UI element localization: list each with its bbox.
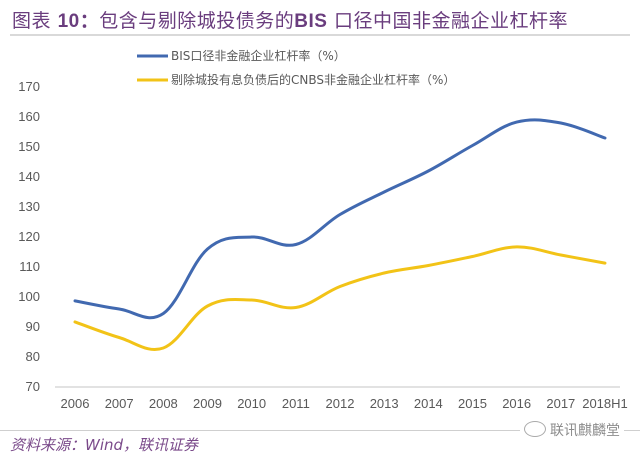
x-tick-label: 2015 [458,396,487,411]
y-tick-label: 90 [26,319,40,334]
x-tick-label: 2018H1 [582,396,628,411]
series-line-0 [73,118,607,320]
y-tick-label: 120 [18,229,40,244]
x-tick-label: 2013 [370,396,399,411]
x-tick-label: 2012 [326,396,355,411]
chart-title: 图表 10：包含与剔除城投债务的BIS 口径中国非金融企业杠杆率 [12,6,568,33]
series-group [73,118,607,351]
source-label: 资料来源： [10,436,86,454]
title-divider [10,34,630,36]
y-tick-label: 70 [26,379,40,394]
source-wind: Wind [85,436,124,454]
title-text-before: 包含与剔除城投债务的 [99,10,295,32]
y-tick-label: 160 [18,109,40,124]
source-divider [0,430,640,431]
watermark-text: 联讯麒麟堂 [550,423,620,439]
x-tick-label: 2006 [61,396,90,411]
series-line-1 [73,245,607,351]
wechat-icon [524,421,546,437]
title-number: 10： [57,11,100,32]
x-tick-label: 2014 [414,396,443,411]
y-axis: 70 80 90 100 110 120 130 140 150 160 170 [18,79,40,394]
x-tick-label: 2009 [193,396,222,411]
source-note: 资料来源：Wind，联讯证券 [10,434,198,455]
title-prefix: 图表 [12,10,52,32]
x-tick-label: 2007 [105,396,134,411]
legend-label: BIS口径非金融企业杠杆率（%） [171,48,346,63]
y-tick-label: 100 [18,289,40,304]
x-tick-label: 2011 [282,396,310,411]
legend-label: 剔除城投有息负债后的CNBS非金融企业杠杆率（%） [171,72,455,87]
x-tick-label: 2010 [237,396,266,411]
y-tick-label: 170 [18,79,40,94]
x-axis: 2006 2007 2008 2009 2010 2011 2012 2013 2014 2015… [61,396,628,411]
x-tick-label: 2008 [149,396,178,411]
title-abbr: BIS [294,11,328,32]
y-tick-label: 130 [18,199,40,214]
x-tick-label: 2016 [502,396,531,411]
y-tick-label: 140 [18,169,40,184]
source-rest: ，联讯证券 [123,436,199,454]
y-tick-label: 150 [18,139,40,154]
legend: BIS口径非金融企业杠杆率（%） 剔除城投有息负债后的CNBS非金融企业杠杆率（%… [137,48,455,87]
x-tick-label: 2017 [546,396,575,411]
title-text-after: 口径中国非金融企业杠杆率 [327,10,568,32]
watermark: 联讯麒麟堂 [520,420,624,440]
y-tick-label: 80 [26,349,40,364]
y-tick-label: 110 [19,259,40,274]
